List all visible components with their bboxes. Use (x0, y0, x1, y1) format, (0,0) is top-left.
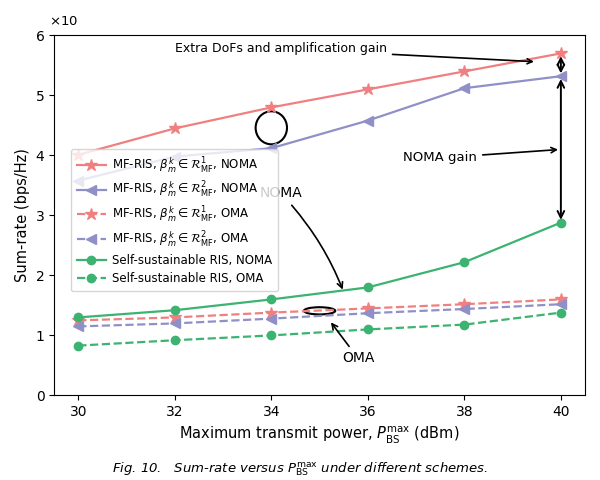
Line: MF-RIS, $\beta_m^k\in\mathcal{R}_{\mathrm{MF}}^1$, OMA: MF-RIS, $\beta_m^k\in\mathcal{R}_{\mathr… (72, 293, 567, 327)
X-axis label: Maximum transmit power, $P_{\mathrm{BS}}^{\mathrm{max}}$ (dBm): Maximum transmit power, $P_{\mathrm{BS}}… (179, 425, 460, 446)
Text: Fig. 10.   Sum-rate versus $P_{\mathrm{BS}}^{\mathrm{max}}$ under different sche: Fig. 10. Sum-rate versus $P_{\mathrm{BS}… (112, 460, 488, 478)
Y-axis label: Sum-rate (bps/Hz): Sum-rate (bps/Hz) (15, 148, 30, 282)
MF-RIS, $\beta_m^k\in\mathcal{R}_{\mathrm{MF}}^2$, OMA (364, 311, 371, 316)
MF-RIS, $\beta_m^k\in\mathcal{R}_{\mathrm{MF}}^2$, NOMA (364, 118, 371, 123)
Self-sustainable RIS, NOMA (364, 285, 371, 290)
MF-RIS, $\beta_m^k\in\mathcal{R}_{\mathrm{MF}}^1$, OMA (74, 318, 82, 324)
Self-sustainable RIS, OMA (171, 337, 178, 343)
Self-sustainable RIS, NOMA (557, 220, 565, 226)
MF-RIS, $\beta_m^k\in\mathcal{R}_{\mathrm{MF}}^1$, OMA (557, 297, 565, 302)
Self-sustainable RIS, NOMA (268, 297, 275, 302)
MF-RIS, $\beta_m^k\in\mathcal{R}_{\mathrm{MF}}^1$, OMA (171, 314, 178, 320)
Line: MF-RIS, $\beta_m^k\in\mathcal{R}_{\mathrm{MF}}^2$, OMA: MF-RIS, $\beta_m^k\in\mathcal{R}_{\mathr… (73, 300, 566, 331)
MF-RIS, $\beta_m^k\in\mathcal{R}_{\mathrm{MF}}^1$, NOMA (171, 125, 178, 131)
MF-RIS, $\beta_m^k\in\mathcal{R}_{\mathrm{MF}}^2$, NOMA (461, 85, 468, 91)
Line: Self-sustainable RIS, NOMA: Self-sustainable RIS, NOMA (74, 218, 565, 322)
Line: MF-RIS, $\beta_m^k\in\mathcal{R}_{\mathrm{MF}}^2$, NOMA: MF-RIS, $\beta_m^k\in\mathcal{R}_{\mathr… (73, 72, 566, 185)
Text: NOMA: NOMA (260, 186, 343, 288)
Self-sustainable RIS, OMA (461, 322, 468, 327)
MF-RIS, $\beta_m^k\in\mathcal{R}_{\mathrm{MF}}^1$, OMA (364, 306, 371, 312)
MF-RIS, $\beta_m^k\in\mathcal{R}_{\mathrm{MF}}^1$, NOMA (268, 105, 275, 110)
MF-RIS, $\beta_m^k\in\mathcal{R}_{\mathrm{MF}}^1$, NOMA (364, 86, 371, 92)
Self-sustainable RIS, NOMA (74, 314, 82, 320)
MF-RIS, $\beta_m^k\in\mathcal{R}_{\mathrm{MF}}^1$, OMA (268, 310, 275, 315)
Text: $\times10$: $\times10$ (49, 15, 78, 28)
MF-RIS, $\beta_m^k\in\mathcal{R}_{\mathrm{MF}}^2$, OMA (557, 301, 565, 307)
MF-RIS, $\beta_m^k\in\mathcal{R}_{\mathrm{MF}}^2$, NOMA (171, 154, 178, 159)
MF-RIS, $\beta_m^k\in\mathcal{R}_{\mathrm{MF}}^2$, NOMA (557, 73, 565, 79)
Self-sustainable RIS, NOMA (461, 259, 468, 265)
Self-sustainable RIS, OMA (74, 343, 82, 348)
Text: OMA: OMA (332, 324, 374, 365)
MF-RIS, $\beta_m^k\in\mathcal{R}_{\mathrm{MF}}^2$, NOMA (268, 145, 275, 151)
MF-RIS, $\beta_m^k\in\mathcal{R}_{\mathrm{MF}}^2$, OMA (268, 316, 275, 322)
Line: Self-sustainable RIS, OMA: Self-sustainable RIS, OMA (74, 309, 565, 350)
Self-sustainable RIS, OMA (268, 333, 275, 338)
MF-RIS, $\beta_m^k\in\mathcal{R}_{\mathrm{MF}}^2$, OMA (171, 321, 178, 326)
MF-RIS, $\beta_m^k\in\mathcal{R}_{\mathrm{MF}}^2$, OMA (74, 324, 82, 329)
Text: Extra DoFs and amplification gain: Extra DoFs and amplification gain (175, 42, 532, 64)
Self-sustainable RIS, OMA (557, 310, 565, 315)
Line: MF-RIS, $\beta_m^k\in\mathcal{R}_{\mathrm{MF}}^1$, NOMA: MF-RIS, $\beta_m^k\in\mathcal{R}_{\mathr… (72, 47, 567, 161)
MF-RIS, $\beta_m^k\in\mathcal{R}_{\mathrm{MF}}^1$, OMA (461, 301, 468, 307)
MF-RIS, $\beta_m^k\in\mathcal{R}_{\mathrm{MF}}^1$, NOMA (74, 152, 82, 158)
Self-sustainable RIS, OMA (364, 326, 371, 332)
MF-RIS, $\beta_m^k\in\mathcal{R}_{\mathrm{MF}}^1$, NOMA (461, 69, 468, 74)
Text: NOMA gain: NOMA gain (403, 147, 556, 165)
Legend: MF-RIS, $\beta_m^k\in\mathcal{R}_{\mathrm{MF}}^1$, NOMA, MF-RIS, $\beta_m^k\in\m: MF-RIS, $\beta_m^k\in\mathcal{R}_{\mathr… (71, 149, 278, 291)
MF-RIS, $\beta_m^k\in\mathcal{R}_{\mathrm{MF}}^2$, NOMA (74, 178, 82, 183)
Self-sustainable RIS, NOMA (171, 307, 178, 313)
MF-RIS, $\beta_m^k\in\mathcal{R}_{\mathrm{MF}}^2$, OMA (461, 306, 468, 312)
MF-RIS, $\beta_m^k\in\mathcal{R}_{\mathrm{MF}}^1$, NOMA (557, 50, 565, 56)
